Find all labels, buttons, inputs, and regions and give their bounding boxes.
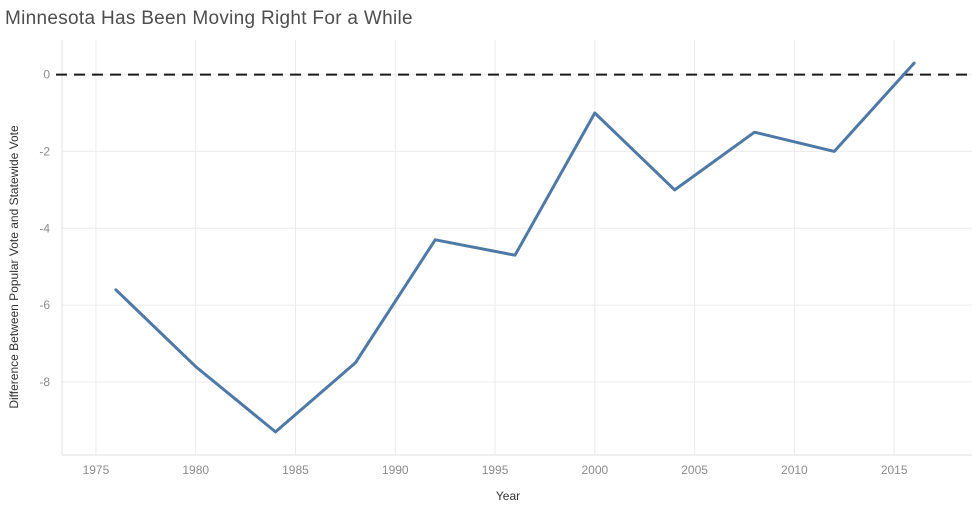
x-axis-title: Year <box>495 489 521 503</box>
y-tick-label: 0 <box>43 68 50 82</box>
x-tick-label: 1990 <box>382 463 409 477</box>
data-series-line[interactable] <box>114 61 916 434</box>
x-tick-label: 2015 <box>881 463 908 477</box>
x-tick-label: 1975 <box>83 463 110 477</box>
x-tick-label: 2005 <box>681 463 708 477</box>
y-tick-label: -2 <box>39 144 50 158</box>
y-tick-label: -8 <box>39 375 50 389</box>
x-tick-label: 2000 <box>581 463 608 477</box>
x-tick-label: 1995 <box>482 463 509 477</box>
x-tick-label: 1980 <box>182 463 209 477</box>
y-tick-label: -6 <box>39 298 50 312</box>
chart-title: Minnesota Has Been Moving Right For a Wh… <box>5 8 413 29</box>
x-tick-label: 2010 <box>781 463 808 477</box>
x-tick-label: 1985 <box>282 463 309 477</box>
y-tick-label: -4 <box>39 221 50 235</box>
